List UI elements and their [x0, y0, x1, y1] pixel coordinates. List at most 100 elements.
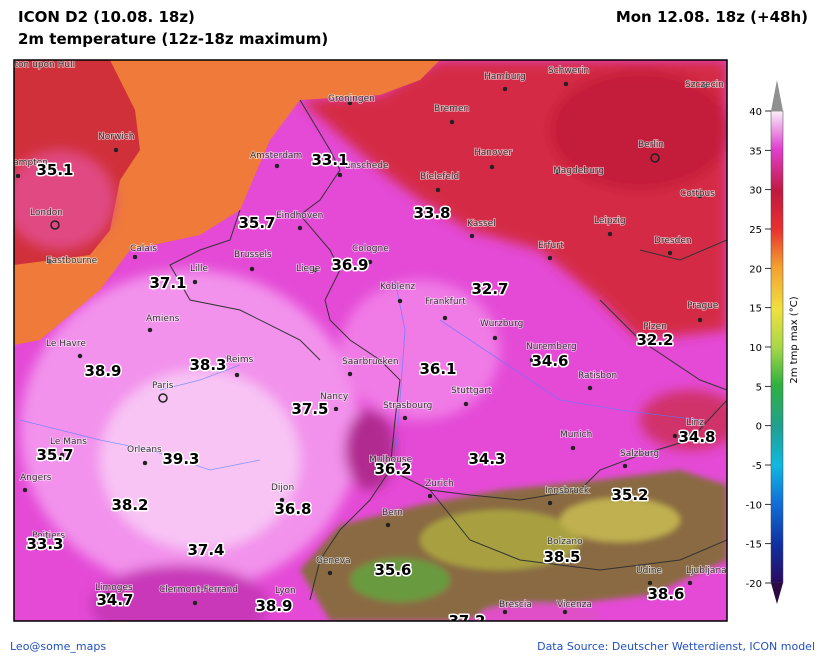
city-marker	[147, 327, 153, 333]
city-label: Ratisbon	[578, 371, 617, 381]
city-marker	[563, 81, 569, 87]
city-marker	[312, 267, 318, 273]
temperature-label: 38.2	[111, 496, 148, 514]
city-label: Eindhoven	[276, 211, 323, 221]
city-marker	[697, 193, 703, 199]
city-label: Lille	[190, 264, 209, 274]
temperature-label: 32.7	[471, 280, 508, 298]
temperature-label: 35.1	[36, 161, 73, 179]
city-marker	[192, 279, 198, 285]
temperature-label: 37.5	[291, 400, 328, 418]
city-marker	[555, 169, 561, 175]
city-marker	[47, 259, 53, 265]
city-marker	[622, 463, 628, 469]
temperature-label: 36.8	[274, 500, 311, 518]
city-label: Frankfurt	[425, 297, 466, 307]
city-label: Reims	[226, 355, 254, 365]
city-label: Saarbrucken	[342, 357, 399, 367]
temperature-label: 34.7	[96, 591, 133, 609]
city-marker	[529, 357, 535, 363]
city-label: Norwich	[98, 132, 134, 142]
temperature-label: 33.8	[413, 204, 450, 222]
city-label: Mulhouse	[369, 455, 413, 465]
city-label: Eastbourne	[46, 256, 98, 266]
city-marker	[449, 119, 455, 125]
city-label: Lyon	[275, 586, 296, 596]
city-marker	[442, 315, 448, 321]
city-marker	[347, 371, 353, 377]
city-label: Enschede	[345, 161, 389, 171]
colorbar: 2m tmp max (°C) 40 35 30 25 20 15 10 5 0 -5 -10 -15…	[746, 80, 800, 604]
city-marker	[105, 592, 111, 598]
city-marker	[492, 335, 498, 341]
city-label: Brussels	[234, 250, 272, 260]
city-marker	[327, 570, 333, 576]
colorbar-tick-label: 5	[756, 382, 762, 393]
city-marker	[547, 255, 553, 261]
temperature-label: 36.2	[374, 460, 411, 478]
colorbar-tick-label: -5	[752, 461, 762, 472]
city-label: Linz	[686, 418, 704, 428]
city-marker	[502, 609, 508, 615]
colorbar-tick-label: 25	[749, 225, 762, 236]
data-source: Data Source: Deutscher Wetterdienst, ICO…	[537, 640, 815, 653]
city-label: Ljubljana	[686, 566, 727, 576]
city-label: Szczecin	[685, 80, 724, 90]
city-label: Kingston upon Hull	[0, 60, 75, 70]
city-label: Strasbourg	[383, 401, 432, 411]
city-label: Stuttgart	[451, 386, 492, 396]
map-area: Kingston upon Hull Norwich Northampton Lond…	[0, 60, 727, 630]
city-label: Bolzano	[547, 537, 583, 547]
city-marker	[347, 100, 353, 106]
temperature-label: 38.3	[189, 356, 226, 374]
city-label: Dijon	[271, 483, 294, 493]
city-marker	[427, 493, 433, 499]
colorbar-arrow-top	[771, 80, 783, 111]
city-label: Udine	[636, 566, 663, 576]
city-marker	[158, 393, 168, 403]
city-marker	[367, 259, 373, 265]
city-marker	[587, 385, 593, 391]
city-marker	[22, 487, 28, 493]
city-label: Poitiers	[32, 531, 65, 541]
city-marker	[234, 372, 240, 378]
city-marker	[697, 317, 703, 323]
city-marker	[647, 580, 653, 586]
city-label: Le Havre	[46, 339, 86, 349]
colorbar-tick-label: 10	[749, 343, 762, 354]
temperature-label: 35.2	[611, 486, 648, 504]
city-marker	[667, 250, 673, 256]
city-marker	[547, 500, 553, 506]
city-label: Schwerin	[548, 66, 589, 76]
colorbar-tick-label: 20	[749, 264, 762, 275]
city-marker	[132, 254, 138, 260]
valid-time: Mon 12.08. 18z (+48h)	[616, 8, 808, 26]
city-marker	[59, 452, 65, 458]
temperature-label: 32.2	[636, 331, 673, 349]
temperature-label: 35.7	[36, 446, 73, 464]
subtitle: 2m temperature (12z-18z maximum)	[18, 30, 328, 48]
temperature-label: 39.3	[162, 450, 199, 468]
city-marker	[672, 433, 678, 439]
city-label: Zurich	[425, 479, 454, 489]
city-label: Plzen	[643, 322, 667, 332]
city-marker	[687, 580, 693, 586]
city-marker	[562, 609, 568, 615]
temperature-label: 35.7	[238, 214, 275, 232]
city-label: Amiens	[146, 314, 180, 324]
city-marker	[544, 551, 550, 557]
value-layer: 35.1 33.1 35.7 33.8 36.9 37.1 32.7 32.2 38.9 38.3…	[25, 150, 717, 630]
colorbar-arrow-bottom	[771, 583, 783, 604]
city-layer: Kingston upon Hull Norwich Northampton Lond…	[0, 60, 727, 615]
city-label: Koblenz	[380, 282, 415, 292]
temperature-label: 37.4	[187, 541, 224, 559]
colorbar-tick-label: -20	[746, 579, 762, 590]
temperature-label: 37.1	[149, 274, 186, 292]
city-label: Munich	[560, 430, 592, 440]
temperature-label: 38.9	[84, 362, 121, 380]
temperature-label: 37.2	[448, 612, 485, 630]
map-frame	[13, 59, 728, 622]
city-label: Orleans	[127, 445, 162, 455]
city-label: Vicenza	[557, 600, 592, 610]
